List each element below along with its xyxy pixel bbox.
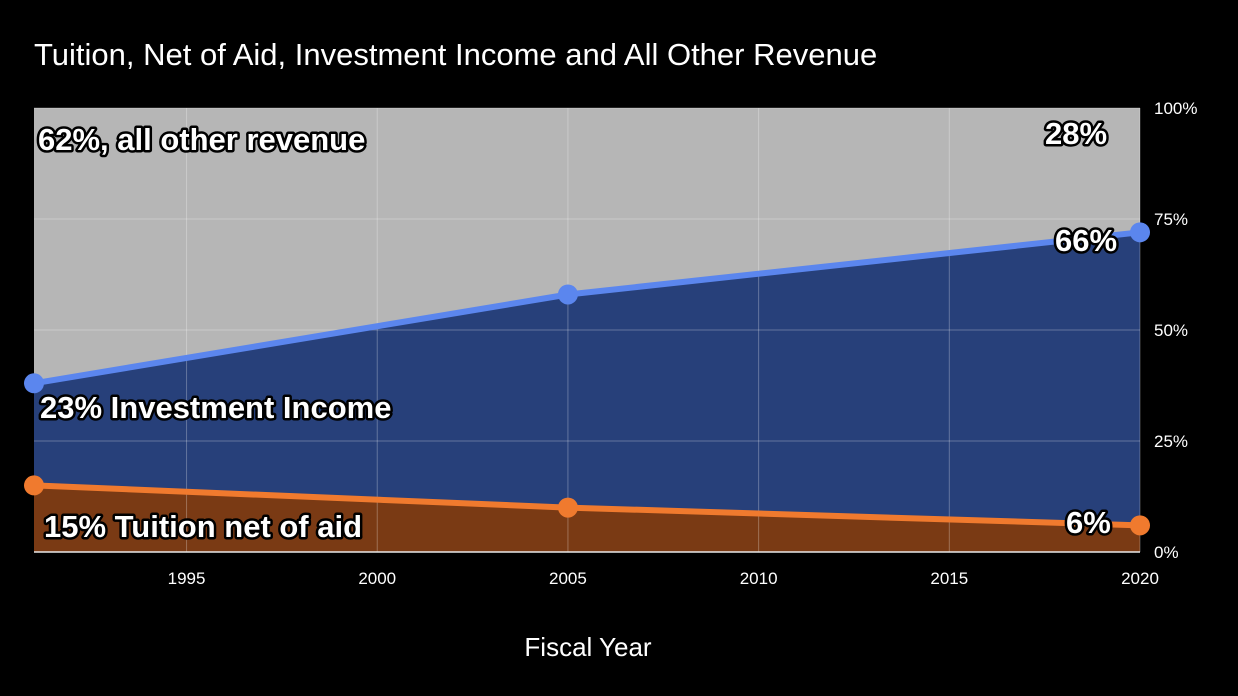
x-tick-label-3: 2010 [740, 569, 778, 588]
point-series-0-1 [557, 497, 578, 518]
chart-title: Tuition, Net of Aid, Investment Income a… [34, 37, 877, 72]
grid-lines [34, 107, 1141, 553]
x-axis-title: Fiscal Year [524, 632, 652, 662]
y-tick-label-3: 75% [1154, 210, 1188, 229]
x-tick-label-1: 2000 [358, 569, 396, 588]
annotation-other-revenue-start: 62%, all other revenue [38, 122, 365, 157]
x-tick-label-5: 2020 [1121, 569, 1159, 588]
area-series-1 [34, 232, 1140, 526]
y-axis-ticks: 0% 25% 50% 75% 100% [1154, 99, 1197, 562]
point-series-1-0 [24, 373, 44, 394]
point-series-0-2 [1130, 515, 1150, 536]
area-series-0 [34, 485, 1140, 552]
annotations: 62%, all other revenue 28% 66% 23% Inves… [36, 114, 1120, 547]
x-axis-ticks: 1995 2000 2005 2010 2015 2020 [168, 569, 1159, 588]
annotation-tuition-start: 15% Tuition net of aid [44, 509, 362, 544]
area-series-2 [34, 108, 1140, 384]
y-tick-label-4: 100% [1154, 99, 1197, 118]
y-tick-label-2: 50% [1154, 321, 1188, 340]
x-tick-label-4: 2015 [930, 569, 968, 588]
y-tick-label-1: 25% [1154, 432, 1188, 451]
plot-areas [34, 108, 1140, 552]
annotation-other-revenue-end: 28% [1045, 116, 1107, 151]
x-tick-label-0: 1995 [168, 569, 206, 588]
annotation-tuition-end: 6% [1066, 505, 1111, 540]
point-series-1-2 [1130, 222, 1150, 243]
point-series-0-0 [24, 475, 44, 496]
point-series-1-1 [557, 284, 578, 305]
x-tick-label-2: 2005 [549, 569, 587, 588]
series-points [24, 222, 1150, 536]
y-tick-label-0: 0% [1154, 543, 1179, 562]
annotation-investment-start: 23% Investment Income [40, 390, 391, 425]
annotation-investment-end: 66% [1055, 223, 1117, 258]
